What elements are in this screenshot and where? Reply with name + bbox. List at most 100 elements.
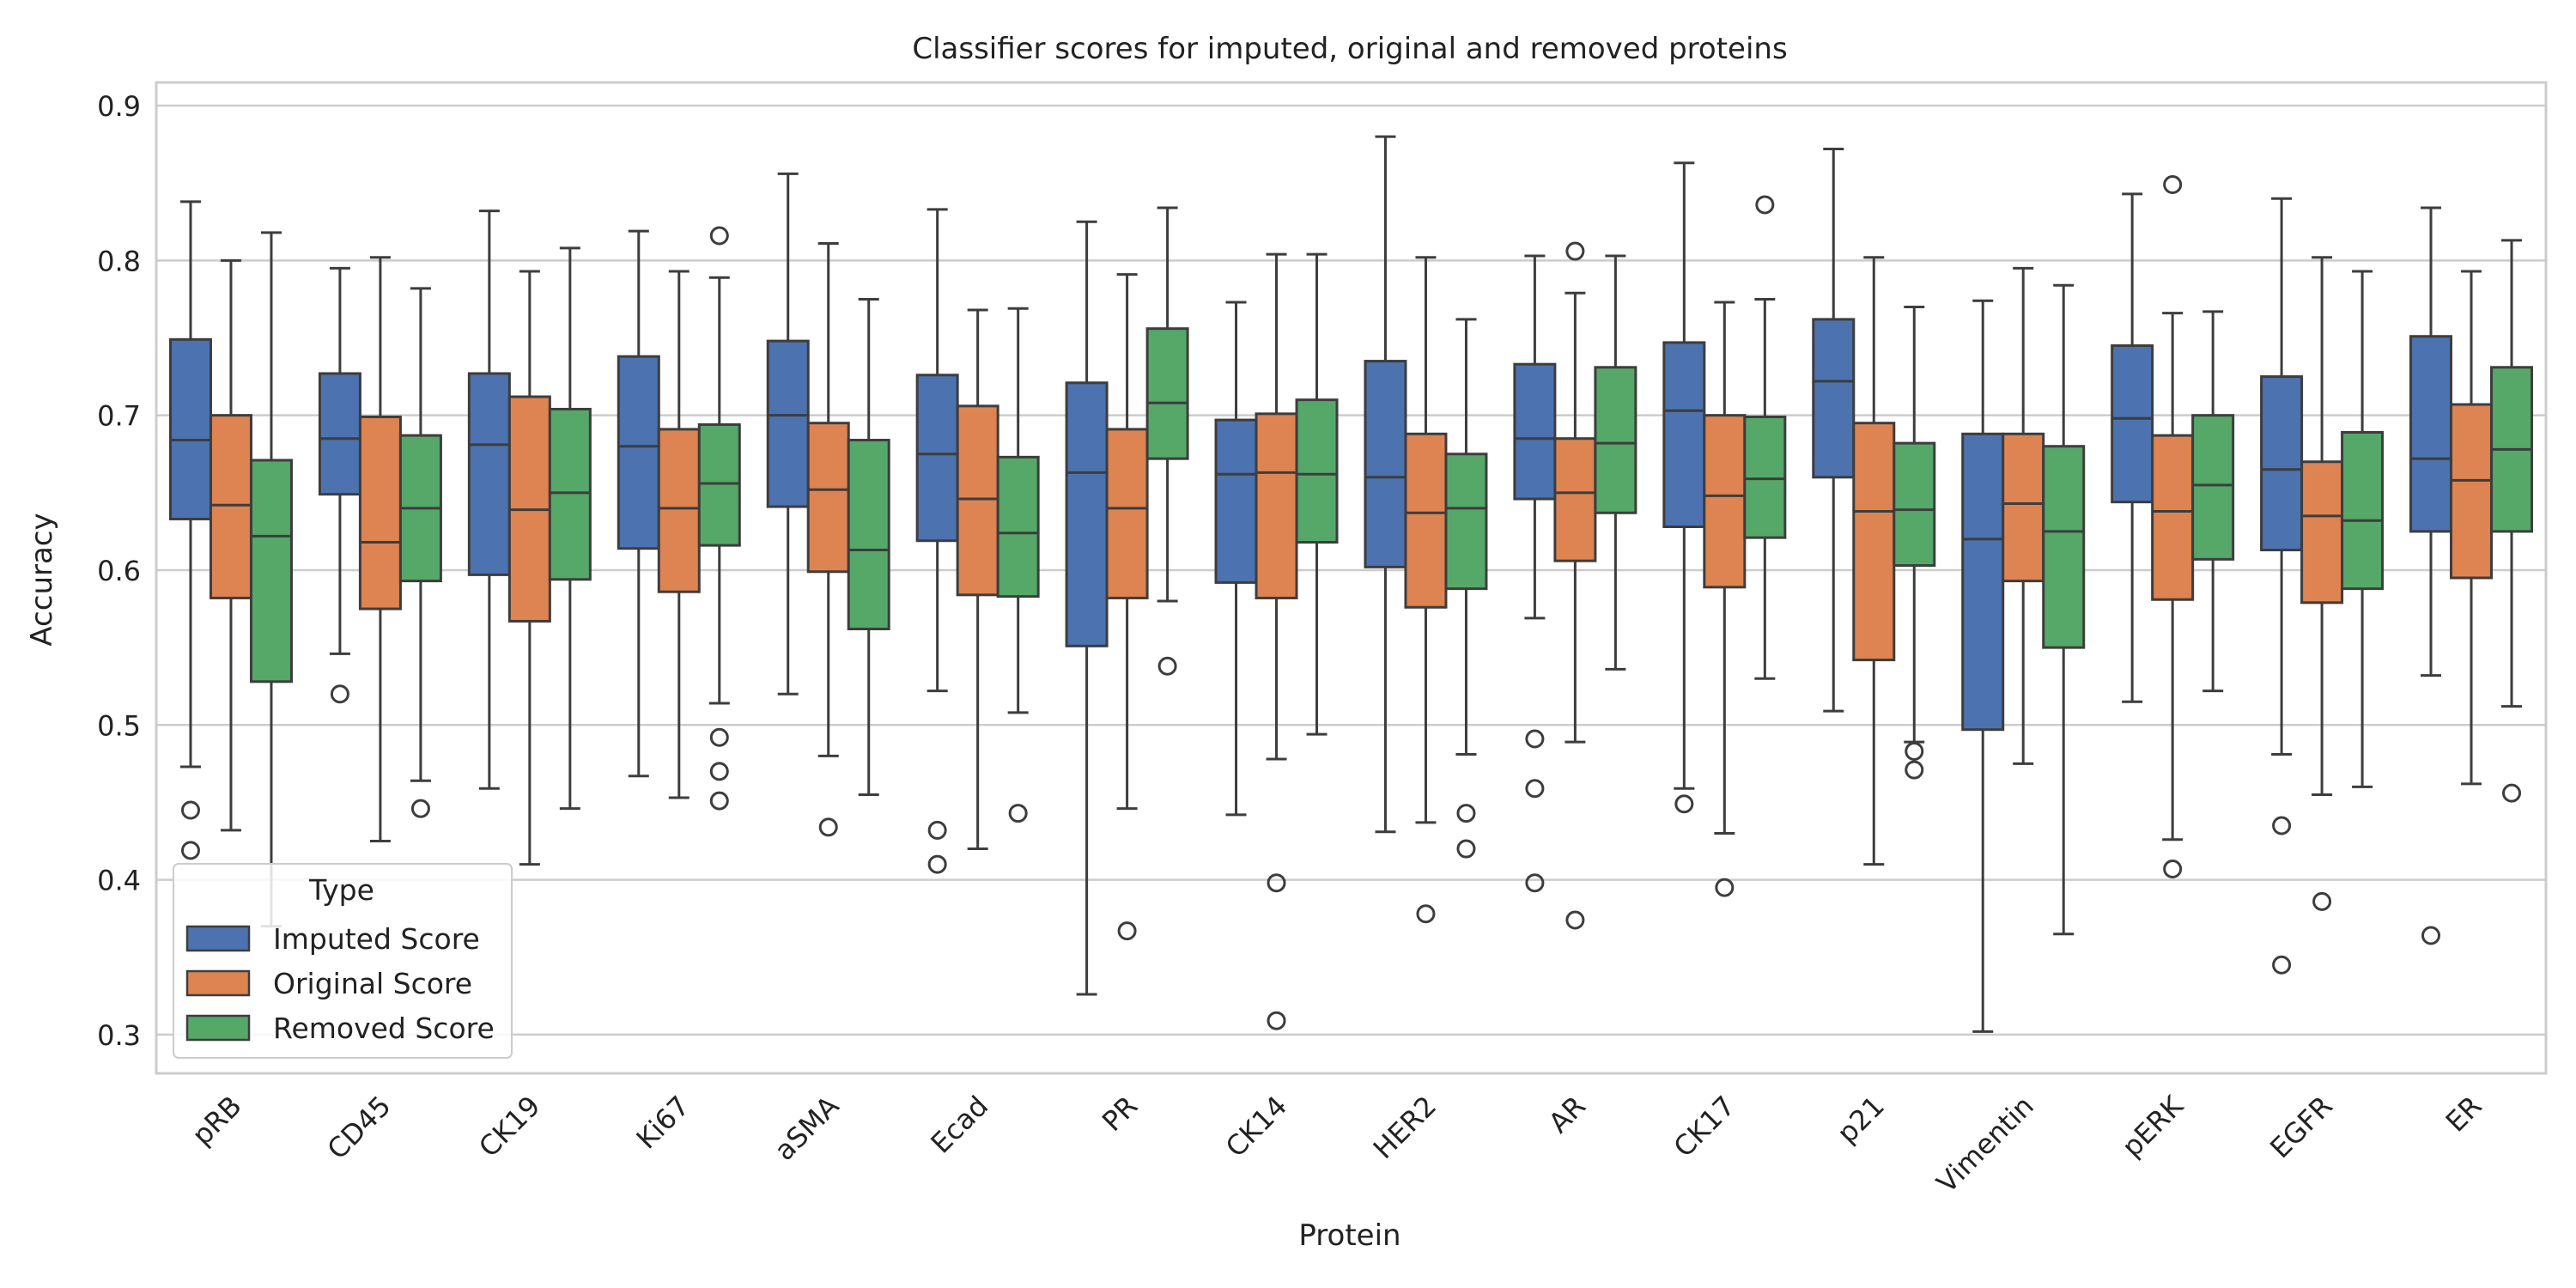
box-original-score: [1404, 256, 1448, 924]
box-original-score: [358, 256, 402, 843]
box-removed-score: [1893, 305, 1936, 780]
box-imputed-score: [1961, 299, 2005, 1033]
box-original-score: [1105, 273, 1149, 941]
outlier-point: [2421, 926, 2441, 945]
box-iqr: [996, 455, 1040, 598]
box-imputed-score: [467, 210, 511, 790]
box-imputed-score: [2111, 192, 2154, 703]
box-imputed-score: [1662, 161, 1706, 814]
outlier-point: [1117, 921, 1137, 941]
box-iqr: [1743, 415, 1787, 539]
legend-frame: [173, 863, 513, 1059]
outlier-point: [1267, 1011, 1286, 1030]
box-imputed-score: [1214, 301, 1258, 817]
outlier-point: [410, 799, 430, 818]
box-iqr: [1893, 441, 1936, 568]
box-iqr: [1145, 327, 1189, 460]
box-iqr: [1255, 412, 1298, 599]
box-imputed-score: [617, 229, 660, 778]
box-iqr: [1065, 381, 1109, 647]
outlier-point: [1525, 873, 1545, 893]
y-axis-ticks: 0.3 0.4 0.5 0.6 0.7 0.8 0.9: [97, 90, 141, 1052]
outlier-point: [709, 226, 729, 246]
box-removed-score: [697, 226, 741, 811]
outlier-point: [1715, 878, 1735, 897]
box-iqr: [249, 459, 293, 683]
box-imputed-score: [2409, 206, 2453, 945]
box-original-score: [1553, 241, 1597, 930]
box-imputed-score: [168, 200, 212, 860]
box-iqr: [1444, 453, 1488, 591]
box-imputed-score: [318, 266, 361, 704]
outlier-point: [1565, 910, 1585, 930]
box-iqr: [1513, 362, 1557, 501]
box-iqr: [1852, 422, 1896, 662]
box-iqr: [617, 355, 660, 550]
box-removed-score: [1145, 206, 1189, 676]
box-iqr: [2002, 432, 2045, 583]
outlier-point: [1905, 741, 1924, 761]
box-removed-score: [2490, 239, 2534, 803]
outlier-point: [1525, 779, 1545, 799]
box-iqr: [209, 414, 252, 599]
box-iqr: [806, 422, 850, 574]
y-axis-label: Accuracy: [25, 513, 59, 646]
box-iqr: [2341, 431, 2385, 591]
box-original-score: [956, 308, 999, 851]
box-iqr: [2300, 460, 2344, 605]
outlier-point: [1755, 195, 1775, 215]
box-iqr: [2111, 344, 2154, 504]
y-tick-label: 0.8: [97, 245, 141, 277]
y-tick-label: 0.9: [97, 90, 141, 123]
box-removed-score: [548, 246, 592, 811]
legend-label: Removed Score: [273, 1012, 495, 1045]
box-iqr: [697, 422, 741, 547]
box-original-score: [2300, 256, 2344, 911]
outlier-point: [2312, 891, 2332, 911]
outlier-point: [818, 817, 838, 837]
box-iqr: [915, 374, 959, 543]
outlier-point: [1905, 760, 1924, 780]
box-iqr: [2191, 414, 2235, 561]
legend-label: Original Score: [273, 967, 472, 1000]
legend: Type Imputed Score Original Score Removed …: [173, 863, 513, 1059]
legend-swatch: [185, 969, 251, 997]
box-original-score: [657, 270, 701, 799]
box-iqr: [1364, 360, 1407, 568]
outlier-point: [1674, 794, 1694, 814]
box-iqr: [657, 428, 701, 593]
box-iqr: [956, 404, 999, 597]
box-imputed-score: [1364, 135, 1407, 834]
box-removed-score: [996, 307, 1040, 823]
box-iqr: [467, 372, 511, 576]
box-removed-score: [398, 287, 442, 818]
legend-swatch: [185, 1014, 251, 1042]
boxes: [168, 135, 2534, 1033]
outlier-point: [1157, 656, 1177, 676]
legend-entries: Imputed Score Original Score Removed Score: [185, 922, 495, 1045]
box-original-score: [1852, 256, 1896, 866]
box-iqr: [2260, 375, 2304, 552]
box-removed-score: [2341, 270, 2385, 788]
outlier-point: [180, 800, 200, 820]
outlier-point: [709, 791, 729, 811]
outlier-point: [709, 762, 729, 781]
box-imputed-score: [766, 172, 810, 696]
box-iqr: [1961, 432, 2005, 732]
box-imputed-score: [1812, 148, 1856, 713]
legend-swatch: [185, 925, 251, 952]
box-imputed-score: [1513, 254, 1557, 893]
outlier-point: [1416, 904, 1436, 924]
outlier-point: [1456, 839, 1476, 859]
y-tick-label: 0.7: [97, 400, 141, 433]
outlier-point: [1008, 804, 1028, 823]
outlier-point: [330, 684, 349, 704]
box-original-score: [2002, 266, 2045, 765]
box-iqr: [318, 372, 361, 496]
box-iqr: [358, 415, 402, 611]
outlier-point: [1525, 729, 1545, 749]
box-iqr: [1214, 418, 1258, 584]
outlier-point: [180, 841, 200, 860]
